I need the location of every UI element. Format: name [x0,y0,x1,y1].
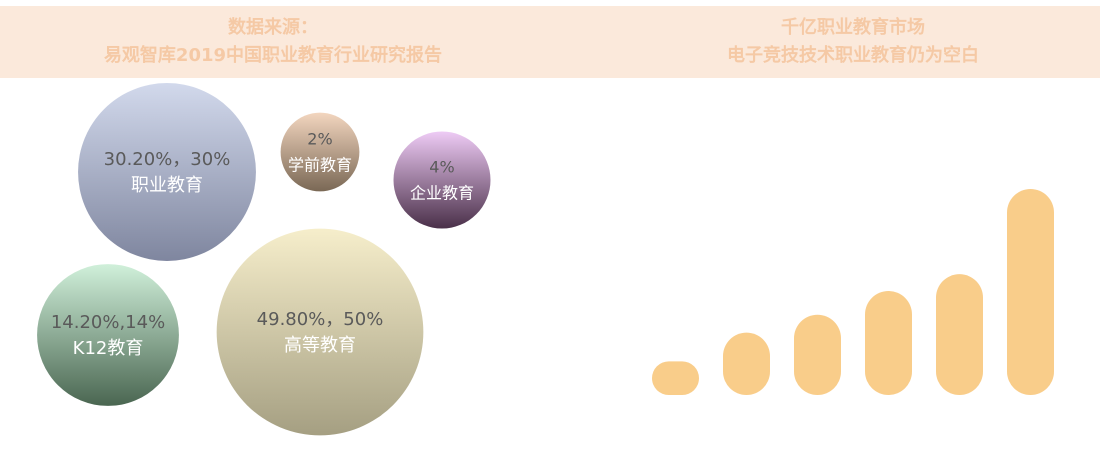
bubble [216,228,424,436]
bubble-value-label: 30.20%，30% [104,149,231,170]
bubble-value-label: 49.80%，50% [257,309,384,330]
bar [652,361,699,395]
bar [794,314,841,395]
bar [865,291,912,395]
bubble-name: 学前教育 [288,156,352,175]
bubble [393,131,491,229]
bubble [280,112,360,192]
bubble [37,264,179,406]
bubble-name: 企业教育 [410,184,474,203]
left-title: 数据来源： [228,16,318,38]
right-title: 千亿职业教育市场 [781,16,925,38]
bar [1007,188,1054,395]
bar [936,274,983,395]
bubble-value-label: 4% [429,158,454,177]
bubble-value-label: 2% [307,130,332,149]
bubble-name: 职业教育 [131,175,203,196]
bar [723,332,770,395]
bubble-name: K12教育 [73,338,144,359]
header-band [0,6,1100,78]
right-subtitle: 电子竞技技术职业教育仍为空白 [727,44,979,66]
left-subtitle: 易观智库2019中国职业教育行业研究报告 [104,44,442,66]
bubble [78,83,256,261]
bubble-value-label: 14.20%,14% [51,312,165,333]
bubble-name: 高等教育 [284,335,356,356]
